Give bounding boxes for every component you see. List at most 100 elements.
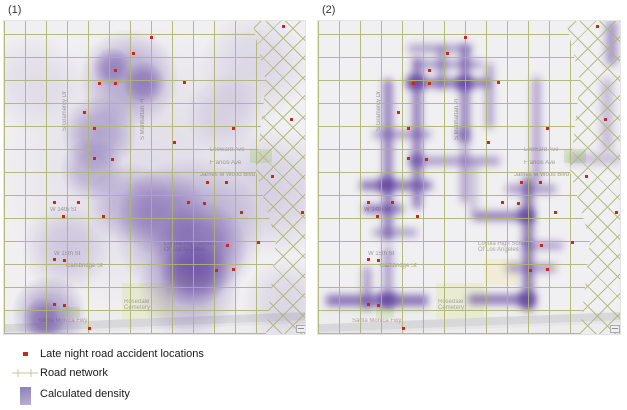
accident-point bbox=[88, 327, 91, 330]
accident-point bbox=[132, 52, 135, 55]
accident-point bbox=[464, 36, 467, 39]
accident-point bbox=[240, 211, 243, 214]
legend-label-density: Calculated density bbox=[40, 388, 130, 400]
accident-point bbox=[187, 201, 190, 204]
density-swatch-icon bbox=[10, 383, 40, 405]
accident-point bbox=[232, 268, 235, 271]
accident-point bbox=[114, 82, 117, 85]
panel-2-title: (2) bbox=[322, 4, 336, 16]
accident-point bbox=[529, 269, 532, 272]
accident-point bbox=[62, 215, 65, 218]
accident-point bbox=[63, 259, 66, 262]
accident-point bbox=[571, 241, 574, 244]
panel-1-title: (1) bbox=[8, 4, 22, 16]
street-label: Rosedale Cemetery bbox=[438, 299, 465, 311]
road-network-icon bbox=[10, 367, 40, 379]
street-label: Santa Monica Fwy bbox=[352, 318, 402, 324]
legend-label-road-network: Road network bbox=[40, 366, 108, 379]
street-label: S Gramercy Dr bbox=[376, 91, 382, 132]
accident-point bbox=[428, 82, 431, 85]
accident-point bbox=[367, 201, 370, 204]
street-label: S Manhattan Pl bbox=[140, 99, 146, 141]
accident-point bbox=[215, 269, 218, 272]
accident-point bbox=[206, 181, 209, 184]
accident-point bbox=[367, 258, 370, 261]
street-label: Leeward Ave bbox=[210, 147, 245, 153]
accident-point bbox=[257, 241, 260, 244]
street-label: James M Wood Blvd bbox=[514, 172, 569, 178]
accident-point bbox=[376, 215, 379, 218]
map-logo-icon bbox=[610, 325, 620, 333]
accident-point bbox=[397, 111, 400, 114]
accident-point bbox=[412, 82, 415, 85]
street-label: S Manhattan Pl bbox=[454, 99, 460, 141]
accident-point bbox=[554, 211, 557, 214]
accident-point bbox=[416, 215, 419, 218]
accident-point bbox=[540, 244, 543, 247]
street-label: Leeward Ave bbox=[524, 147, 559, 153]
street-label: Francis Ave bbox=[524, 160, 556, 166]
accident-point bbox=[53, 303, 56, 306]
accident-point bbox=[301, 211, 304, 214]
accident-point-icon bbox=[10, 351, 40, 356]
street-label: Cambridge St bbox=[66, 263, 103, 269]
map-kernel-density[interactable]: Santa Monica Fwy Loyola High School Of Lo… bbox=[3, 20, 306, 335]
accident-point bbox=[425, 158, 428, 161]
accident-point bbox=[93, 127, 96, 130]
accident-point bbox=[53, 258, 56, 261]
accident-point bbox=[596, 25, 599, 28]
street-label: Francis Ave bbox=[210, 160, 242, 166]
accident-point bbox=[232, 127, 235, 130]
panel-network-density: (2) Santa Monica Fwy Loyola High School O… bbox=[317, 4, 621, 335]
accident-point bbox=[377, 259, 380, 262]
legend-item-density: Calculated density bbox=[10, 382, 310, 406]
accident-point bbox=[102, 215, 105, 218]
map-network-density[interactable]: Santa Monica Fwy Loyola High School Of Lo… bbox=[317, 20, 621, 335]
street-label: S Gramercy Dr bbox=[62, 91, 68, 132]
accident-point bbox=[77, 201, 80, 204]
street-label: Rosedale Cemetery bbox=[124, 299, 151, 311]
accident-point bbox=[83, 111, 86, 114]
accident-point bbox=[290, 118, 293, 121]
accident-point bbox=[487, 141, 490, 144]
accident-point bbox=[604, 118, 607, 121]
street-label: Santa Monica Fwy bbox=[38, 318, 88, 324]
accident-point bbox=[546, 268, 549, 271]
accident-point bbox=[585, 175, 588, 178]
accident-point bbox=[367, 303, 370, 306]
accident-point bbox=[203, 202, 206, 205]
map-logo-icon bbox=[296, 325, 305, 333]
accident-point bbox=[428, 69, 431, 72]
accident-point bbox=[517, 202, 520, 205]
accident-point bbox=[391, 201, 394, 204]
street-label: Loyola High School Of Los Angeles bbox=[164, 241, 216, 253]
accident-point bbox=[497, 81, 500, 84]
accident-point bbox=[111, 158, 114, 161]
accident-point bbox=[407, 157, 410, 160]
street-label: James M Wood Blvd bbox=[200, 172, 255, 178]
accident-point bbox=[615, 211, 618, 214]
accident-point bbox=[539, 181, 542, 184]
accident-point bbox=[546, 127, 549, 130]
accident-point bbox=[446, 52, 449, 55]
street-label: W 14th St bbox=[50, 207, 77, 213]
legend: Late night road accident locations Road … bbox=[10, 344, 310, 406]
accident-point bbox=[271, 175, 274, 178]
panel-kernel-density: (1) Santa Monica Fwy Loyola High School O… bbox=[3, 4, 306, 335]
legend-item-accidents: Late night road accident locations bbox=[10, 344, 310, 363]
street-label: W 15th St bbox=[54, 251, 81, 257]
accident-point bbox=[53, 201, 56, 204]
accident-point bbox=[501, 201, 504, 204]
accident-point bbox=[98, 82, 101, 85]
street-label: Cambridge St bbox=[380, 263, 417, 269]
street-label: W 15th St bbox=[368, 251, 395, 257]
accident-point bbox=[226, 244, 229, 247]
accident-point bbox=[520, 181, 523, 184]
accident-point bbox=[282, 25, 285, 28]
accident-point bbox=[225, 181, 228, 184]
accident-point bbox=[63, 304, 66, 307]
street-label: W 14th St bbox=[364, 207, 391, 213]
accident-point bbox=[183, 81, 186, 84]
accident-point bbox=[150, 36, 153, 39]
street-label: Loyola High School Of Los Angeles bbox=[478, 241, 530, 253]
